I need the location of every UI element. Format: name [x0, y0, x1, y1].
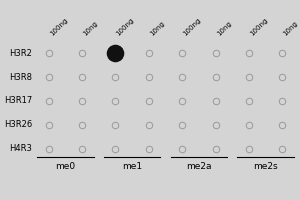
Point — [213, 76, 218, 79]
Point — [213, 147, 218, 150]
Point — [113, 123, 118, 126]
Point — [113, 99, 118, 103]
Point — [180, 52, 184, 55]
Point — [113, 147, 118, 150]
Point — [280, 52, 285, 55]
Text: me2s: me2s — [253, 162, 278, 171]
Text: 100ng: 100ng — [116, 17, 136, 37]
Point — [80, 99, 85, 103]
Point — [280, 147, 285, 150]
Text: 100ng: 100ng — [249, 17, 269, 37]
Text: 100ng: 100ng — [49, 17, 69, 37]
Point — [146, 147, 151, 150]
Point — [280, 99, 285, 103]
Point — [280, 123, 285, 126]
Point — [113, 52, 118, 55]
Text: me1: me1 — [122, 162, 142, 171]
Text: 100ng: 100ng — [182, 17, 202, 37]
Text: H3R17: H3R17 — [4, 96, 32, 105]
Point — [213, 52, 218, 55]
Point — [247, 147, 251, 150]
Point — [80, 147, 85, 150]
Point — [213, 99, 218, 103]
Point — [46, 52, 51, 55]
Text: H3R2: H3R2 — [10, 49, 32, 58]
Point — [180, 147, 184, 150]
Point — [146, 99, 151, 103]
Point — [247, 99, 251, 103]
Point — [80, 52, 85, 55]
Text: me2a: me2a — [186, 162, 212, 171]
Point — [213, 123, 218, 126]
Point — [113, 76, 118, 79]
Text: H3R26: H3R26 — [4, 120, 32, 129]
Text: me0: me0 — [55, 162, 75, 171]
Point — [46, 76, 51, 79]
Text: 10ng: 10ng — [149, 20, 166, 37]
Point — [46, 123, 51, 126]
Point — [247, 52, 251, 55]
Text: 10ng: 10ng — [216, 20, 232, 37]
Text: H3R8: H3R8 — [9, 73, 32, 82]
Point — [146, 123, 151, 126]
Point — [247, 123, 251, 126]
Point — [46, 147, 51, 150]
Point — [80, 76, 85, 79]
Point — [280, 76, 285, 79]
Text: H4R3: H4R3 — [10, 144, 32, 153]
Text: 10ng: 10ng — [282, 20, 299, 37]
Point — [247, 76, 251, 79]
Point — [180, 123, 184, 126]
Point — [46, 99, 51, 103]
Point — [146, 76, 151, 79]
Text: 10ng: 10ng — [82, 20, 99, 37]
Point — [80, 123, 85, 126]
Point — [180, 76, 184, 79]
Point — [146, 52, 151, 55]
Point — [180, 99, 184, 103]
